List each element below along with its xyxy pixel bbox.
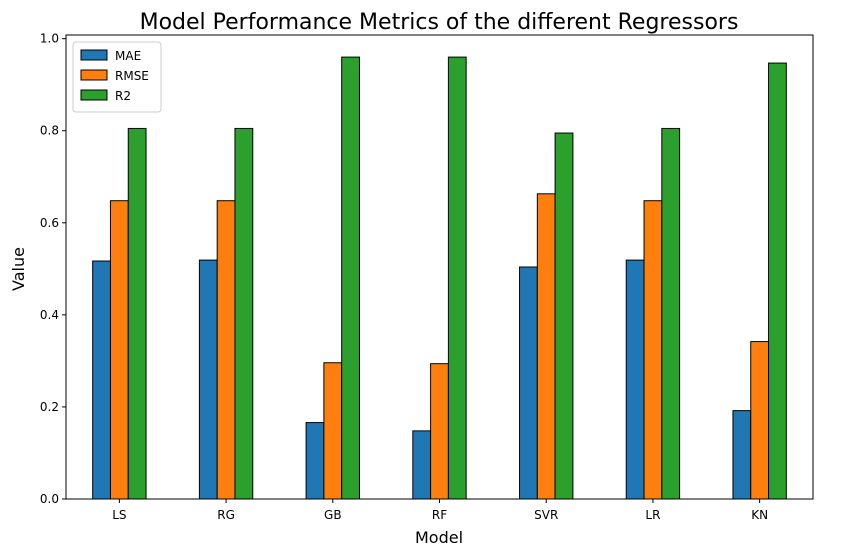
legend-label-r2: R2: [115, 89, 131, 103]
legend-label-rmse: RMSE: [115, 69, 149, 83]
legend: MAE RMSE R2: [72, 41, 162, 113]
y-tick-label: 1.0: [40, 32, 59, 46]
legend-label-mae: MAE: [115, 49, 141, 63]
bar-rmse-svr: [536, 193, 556, 500]
bar-r2-ls: [127, 127, 147, 500]
x-tick-label-ls: LS: [112, 508, 126, 522]
bar-mae-rg: [198, 259, 218, 500]
y-tick-label: 0.6: [40, 216, 59, 230]
bar-mae-kn: [732, 410, 752, 500]
y-axis-title: Value: [9, 247, 28, 291]
bar-mae-lr: [625, 259, 645, 500]
bar-mae-rf: [412, 430, 432, 500]
y-tick-label: 0.0: [40, 492, 59, 506]
bar-r2-svr: [554, 132, 574, 500]
y-tick-label: 0.8: [40, 124, 59, 138]
x-tick-label-gb: GB: [324, 508, 342, 522]
bar-mae-svr: [519, 266, 538, 500]
x-tick-label-lr: LR: [645, 508, 660, 522]
y-tick-label: 0.4: [40, 308, 59, 322]
x-tick-label-kn: KN: [751, 508, 768, 522]
chart-title: Model Performance Metrics of the differe…: [140, 10, 739, 35]
bar-rmse-gb: [323, 362, 343, 500]
legend-swatch-mae: [80, 49, 108, 61]
bar-mae-gb: [305, 422, 325, 500]
plot-area: 0.0 0.2 0.4 0.6 0.8 1.0 LS RG GB RF SVR LR KN: [40, 32, 814, 522]
bar-r2-gb: [341, 56, 360, 500]
bar-mae-ls: [92, 260, 111, 500]
bar-rmse-ls: [109, 200, 129, 500]
x-tick-label-rf: RF: [432, 508, 447, 522]
bar-r2-lr: [661, 127, 681, 500]
y-tick-label: 0.2: [40, 400, 59, 414]
bar-rmse-lr: [643, 200, 663, 500]
legend-swatch-r2: [80, 89, 108, 101]
x-tick-label-svr: SVR: [534, 508, 558, 522]
bar-rmse-rf: [430, 363, 449, 500]
bar-r2-kn: [768, 62, 787, 500]
bar-rmse-rg: [216, 200, 236, 500]
x-tick-label-rg: RG: [217, 508, 235, 522]
bar-rmse-kn: [750, 341, 770, 500]
legend-swatch-rmse: [80, 69, 108, 81]
x-axis-title: Model: [415, 528, 463, 547]
bar-r2-rf: [447, 56, 467, 500]
bar-r2-rg: [234, 127, 254, 500]
